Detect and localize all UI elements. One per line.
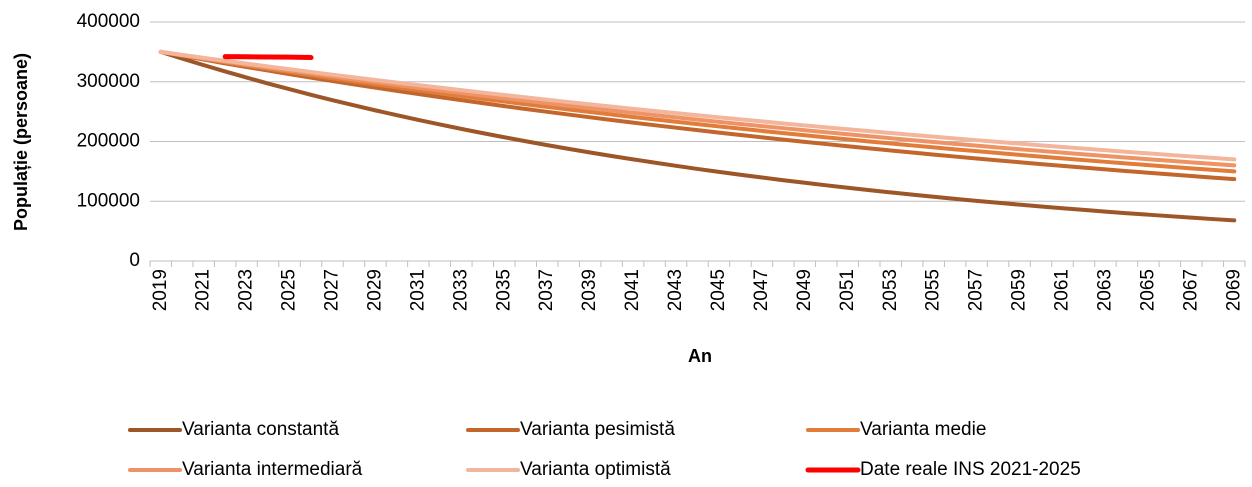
x-tick-label: 2069 xyxy=(1223,269,1244,311)
x-tick-label: 2021 xyxy=(193,269,214,311)
x-tick-label: 2067 xyxy=(1180,269,1201,311)
y-tick-label: 100000 xyxy=(77,190,140,211)
x-tick-label: 2019 xyxy=(150,269,171,311)
x-tick-label: 2047 xyxy=(751,269,772,311)
x-tick-label: 2023 xyxy=(236,269,257,311)
series-line xyxy=(222,54,314,61)
x-tick-label: 2045 xyxy=(708,269,729,311)
x-tick-label: 2033 xyxy=(450,269,471,311)
x-tick-label: 2051 xyxy=(837,269,858,311)
x-tick-label: 2031 xyxy=(407,269,428,311)
x-tick-label: 2035 xyxy=(493,269,514,311)
x-tick-label: 2055 xyxy=(923,269,944,311)
x-tick-label: 2027 xyxy=(322,269,343,311)
x-axis-title: An xyxy=(688,346,712,366)
series-line xyxy=(158,49,1237,223)
x-tick-label: 2041 xyxy=(622,269,643,311)
y-tick-label: 200000 xyxy=(77,131,140,152)
x-tick-label: 2049 xyxy=(794,269,815,311)
series-line xyxy=(158,49,1237,182)
x-tick-label: 2029 xyxy=(364,269,385,311)
x-tick-label: 2025 xyxy=(279,269,300,311)
y-axis-title: Populație (persoane) xyxy=(11,53,31,231)
series-line xyxy=(158,49,1237,162)
legend-label: Varianta intermediară xyxy=(182,459,363,480)
x-tick-label: 2037 xyxy=(536,269,557,311)
legend-label: Varianta medie xyxy=(860,419,986,440)
x-tick-label: 2057 xyxy=(966,269,987,311)
x-tick-label: 2039 xyxy=(579,269,600,311)
y-tick-label: 400000 xyxy=(77,11,140,32)
x-tick-label: 2065 xyxy=(1137,269,1158,311)
legend-label: Varianta optimistă xyxy=(520,459,671,480)
y-tick-label: 0 xyxy=(129,250,140,271)
x-tick-label: 2059 xyxy=(1009,269,1030,311)
legend-label: Date reale INS 2021-2025 xyxy=(860,459,1081,480)
x-tick-label: 2063 xyxy=(1094,269,1115,311)
x-tick-label: 2053 xyxy=(880,269,901,311)
legend-label: Varianta pesimistă xyxy=(520,419,675,440)
x-tick-label: 2061 xyxy=(1052,269,1073,311)
x-tick-label: 2043 xyxy=(665,269,686,311)
legend-label: Varianta constantă xyxy=(182,419,339,440)
y-tick-label: 300000 xyxy=(77,71,140,92)
